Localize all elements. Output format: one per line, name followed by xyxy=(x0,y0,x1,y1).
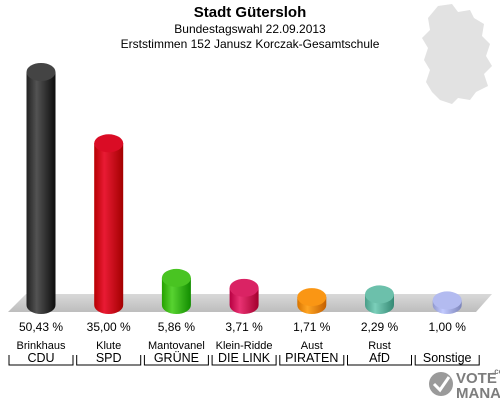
candidate-label: Mantovanel xyxy=(148,340,205,352)
bar-body xyxy=(26,72,56,314)
bar-grüne xyxy=(161,268,191,314)
chart-title: Stadt Gütersloh xyxy=(194,4,307,21)
bar-cap xyxy=(432,291,462,310)
bar-spd xyxy=(94,134,124,314)
party-label: DIE LINK xyxy=(218,351,271,365)
bar-cap xyxy=(365,285,394,304)
logo-line1: VOTE xyxy=(456,370,497,387)
party-label: Sonstige xyxy=(423,351,472,365)
bar-cap xyxy=(161,268,191,287)
bars-group xyxy=(26,63,462,314)
value-label: 50,43 % xyxy=(19,320,63,334)
party-bracket xyxy=(76,355,142,366)
bar-piraten xyxy=(297,288,327,314)
bar-afd xyxy=(365,285,394,314)
value-label: 1,71 % xyxy=(293,320,331,334)
party-label: CDU xyxy=(27,351,54,365)
bar-die-link xyxy=(229,278,259,314)
party-bracket xyxy=(279,355,345,366)
value-label: 1,00 % xyxy=(429,320,467,334)
votemanager-logo: VOTE MANAGER .com xyxy=(429,367,500,400)
ballot-box-icon xyxy=(429,372,453,396)
candidate-label: Klein-Ridde xyxy=(216,340,273,352)
party-label: AfD xyxy=(369,351,390,365)
chart-subtitle: Bundestagswahl 22.09.2013 xyxy=(174,22,326,36)
value-label: 5,86 % xyxy=(158,320,196,334)
bar-body xyxy=(161,277,191,314)
bar-cap xyxy=(297,288,327,307)
bar-cap xyxy=(229,278,259,297)
germany-map-icon xyxy=(422,4,492,104)
logo-suffix: .com xyxy=(492,367,500,376)
candidate-label: Brinkhaus xyxy=(17,340,66,352)
bar-sonstige xyxy=(432,291,462,314)
party-label: GRÜNE xyxy=(154,351,199,365)
value-label: 2,29 % xyxy=(361,320,399,334)
party-label: PIRATEN xyxy=(285,351,338,365)
party-bracket xyxy=(211,355,277,366)
candidate-label: Aust xyxy=(301,340,323,352)
party-label: SPD xyxy=(96,351,122,365)
value-label: 35,00 % xyxy=(87,320,131,334)
candidate-label: Klute xyxy=(96,340,121,352)
party-bracket xyxy=(347,355,412,366)
value-label: 3,71 % xyxy=(225,320,263,334)
bar-body xyxy=(94,143,124,314)
party-bracket xyxy=(8,355,74,366)
candidate-label: Rust xyxy=(368,340,391,352)
bar-cdu xyxy=(26,63,56,314)
bar-cap xyxy=(94,134,124,153)
check-mark-icon xyxy=(432,376,451,393)
logo-line2: MANAGER xyxy=(456,385,500,400)
party-bracket xyxy=(143,355,209,366)
chart-subtitle-2: Erststimmen 152 Janusz Korczak-Gesamtsch… xyxy=(121,37,380,51)
party-bracket xyxy=(414,355,480,366)
bar-cap xyxy=(26,63,56,81)
